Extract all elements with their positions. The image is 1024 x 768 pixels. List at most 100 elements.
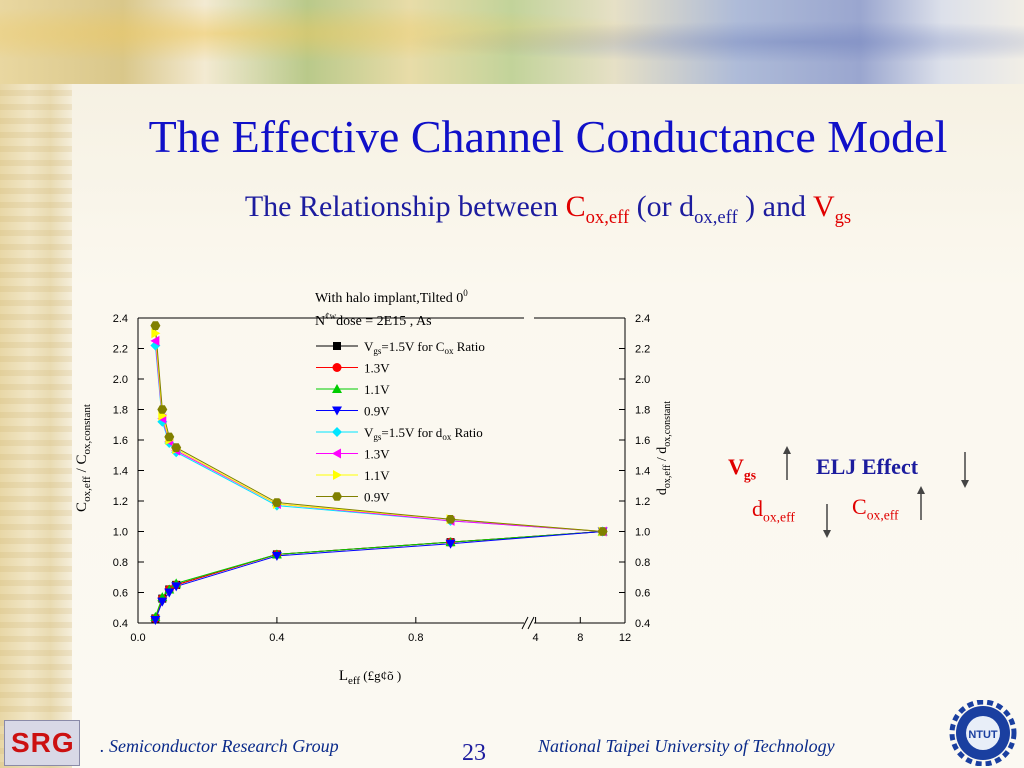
chart-ticks: 0.4 0.4 0.6 0.6 0.8 0.8 1.0 1.0 1.2 1.2 1.4 1.4 1.6 1… xyxy=(113,313,651,644)
y-tick-label-right: 1.0 xyxy=(635,527,650,539)
data-point xyxy=(164,588,175,598)
dox-label: dox,eff xyxy=(752,496,795,525)
axis-break-mark xyxy=(521,616,529,630)
data-point xyxy=(151,328,161,339)
legend-marker xyxy=(332,384,342,393)
chart-legend: Vgs=1.5V for Cox Ratio 1.3V 1.1V 0.9V Vgs=1.… xyxy=(316,339,485,505)
data-point xyxy=(171,443,182,452)
legend-label: 1.1V xyxy=(364,468,390,483)
data-point xyxy=(150,615,161,625)
slide-background xyxy=(72,84,1024,768)
slide-title: The Effective Channel Conductance Model xyxy=(148,111,948,162)
cox-up-arrow-icon xyxy=(917,486,925,520)
conductance-chart: 0.4 0.4 0.6 0.6 0.8 0.8 1.0 1.0 1.2 1.2 1.4 1.4 1.6 1… xyxy=(74,288,673,687)
legend-marker xyxy=(333,342,341,350)
subtitle-mid: (or d xyxy=(629,190,695,223)
y-tick-label-left: 0.6 xyxy=(113,588,128,600)
data-point xyxy=(597,527,608,536)
dox-down-arrow-icon xyxy=(823,504,831,538)
y-tick-label-left: 1.6 xyxy=(113,435,128,447)
srg-logo: SRG xyxy=(4,720,80,766)
chart-marks xyxy=(150,321,608,625)
legend-label: 0.9V xyxy=(364,404,390,419)
subtitle-v: V xyxy=(812,190,835,223)
y-tick-label-left: 2.0 xyxy=(113,374,128,386)
series-line xyxy=(154,531,603,619)
x-tick-label: 0.0 xyxy=(130,632,145,644)
elj-down-arrow-icon xyxy=(961,452,969,488)
page-number: 23 xyxy=(462,740,486,766)
x-tick-label: 0.4 xyxy=(269,632,284,644)
ntut-logo: NTUT xyxy=(949,700,1017,766)
svg-text:NTUT: NTUT xyxy=(968,729,998,741)
chart-annotation-2: N¢wdose = 2E15 , As xyxy=(315,311,432,329)
data-point xyxy=(164,432,175,442)
y-tick-label-right: 1.2 xyxy=(635,496,650,508)
y-axis-label-right: dox,eff / dox,constant xyxy=(655,401,673,495)
legend-marker xyxy=(332,492,342,501)
y-tick-label-right: 1.4 xyxy=(635,466,650,478)
data-point xyxy=(150,335,160,346)
x-tick-label: 8 xyxy=(577,632,583,644)
data-point xyxy=(271,551,282,561)
slide-subtitle: The Relationship between Cox,eff (or dox… xyxy=(72,190,1024,229)
legend-label: 1.3V xyxy=(364,361,390,376)
y-tick-label-left: 1.0 xyxy=(113,527,128,539)
subtitle-c-sub: ox,eff xyxy=(585,207,630,228)
y-tick-label-left: 1.2 xyxy=(113,496,128,508)
y-tick-label-left: 0.4 xyxy=(113,618,128,630)
y-tick-label-right: 0.6 xyxy=(635,588,650,600)
y-tick-label-right: 2.2 xyxy=(635,344,650,356)
left-decoration-strip xyxy=(0,0,72,768)
cox-label: Cox,eff xyxy=(852,494,899,523)
top-decoration-banner xyxy=(0,0,1024,84)
data-point xyxy=(445,515,456,524)
vgs-label: Vgs xyxy=(728,454,757,483)
legend-label: Vgs=1.5V for Cox Ratio xyxy=(364,339,485,356)
legend-label: 0.9V xyxy=(364,490,390,505)
legend-marker xyxy=(332,427,342,437)
y-tick-label-left: 0.8 xyxy=(113,557,128,569)
y-tick-label-left: 2.2 xyxy=(113,344,128,356)
subtitle-prefix: The Relationship between xyxy=(244,190,566,223)
y-tick-label-left: 1.4 xyxy=(113,466,128,478)
elj-effect-label: ELJ Effect xyxy=(816,454,919,479)
footer-group-name: . Semiconductor Research Group xyxy=(100,736,339,756)
y-tick-label-left: 1.8 xyxy=(113,405,128,417)
legend-label: 1.3V xyxy=(364,447,390,462)
series-line xyxy=(154,531,603,621)
legend-marker xyxy=(332,406,342,416)
y-axis-label-left: Cox,eff / Cox,constant xyxy=(74,404,93,512)
subtitle-d-sub: ox,eff xyxy=(694,207,738,228)
chart-annotation-1: With halo implant,Tilted 00 xyxy=(315,288,468,306)
vgs-up-arrow-icon xyxy=(783,446,791,480)
data-point xyxy=(445,539,456,549)
x-axis-label: Leff (£g¢õ ) xyxy=(339,668,401,687)
x-tick-label: 12 xyxy=(619,632,631,644)
legend-label: Vgs=1.5V for dox Ratio xyxy=(364,425,483,442)
footer-university: National Taipei University of Technology xyxy=(538,736,835,756)
data-point xyxy=(157,597,168,607)
chart-axes xyxy=(137,317,626,630)
data-point xyxy=(171,582,182,592)
y-tick-label-right: 0.4 xyxy=(635,618,650,630)
legend-marker xyxy=(332,363,342,372)
subtitle-c: C xyxy=(565,190,586,223)
series-line xyxy=(154,531,603,619)
axis-break-mark xyxy=(527,616,535,630)
x-tick-label: 0.8 xyxy=(408,632,423,644)
y-tick-label-right: 1.6 xyxy=(635,435,650,447)
series-line xyxy=(154,531,603,618)
subtitle-and: ) and xyxy=(737,190,813,223)
data-point xyxy=(271,498,282,507)
legend-marker xyxy=(332,448,341,459)
legend-label: 1.1V xyxy=(364,382,390,397)
data-point xyxy=(157,405,168,414)
y-tick-label-right: 2.4 xyxy=(635,313,650,325)
y-tick-label-right: 2.0 xyxy=(635,374,650,386)
subtitle-v-sub: gs xyxy=(834,207,852,228)
y-tick-label-left: 2.4 xyxy=(113,313,128,325)
y-tick-label-right: 0.8 xyxy=(635,557,650,569)
x-tick-label: 4 xyxy=(533,632,539,644)
y-tick-label-right: 1.8 xyxy=(635,405,650,417)
